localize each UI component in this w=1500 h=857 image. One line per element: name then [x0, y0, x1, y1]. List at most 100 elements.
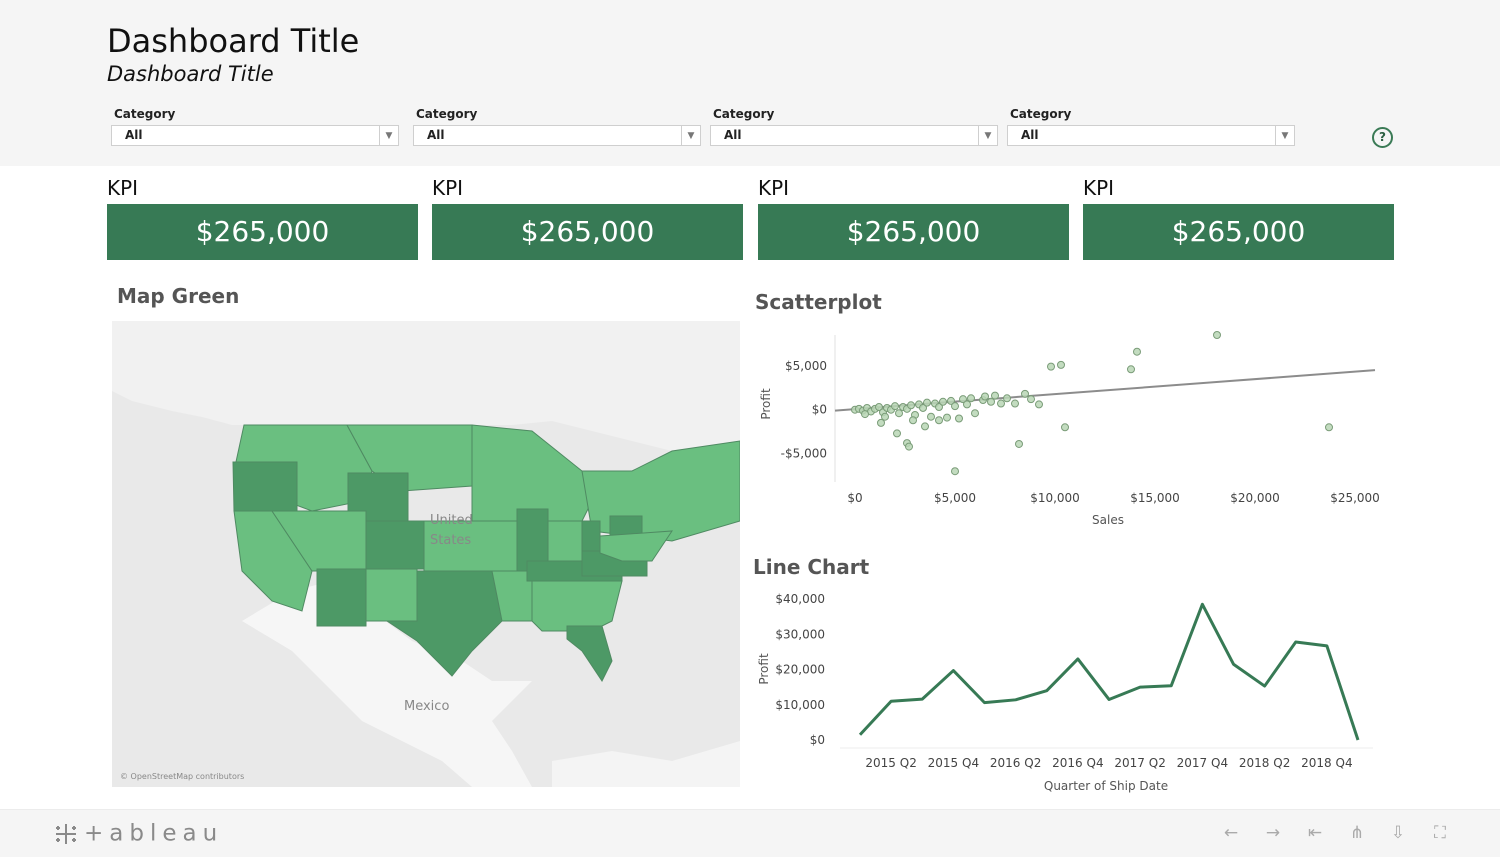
scatter-point[interactable]: [939, 397, 947, 406]
scatter-point[interactable]: [955, 414, 963, 423]
scatter-y-tick-label: $5,000: [785, 359, 827, 373]
scatter-point[interactable]: [907, 401, 915, 410]
scatter-point[interactable]: [877, 418, 885, 427]
help-icon[interactable]: ?: [1372, 127, 1393, 148]
scatter-point[interactable]: [947, 396, 955, 405]
scatter-point[interactable]: [981, 392, 989, 401]
chevron-down-icon[interactable]: ▼: [978, 126, 997, 145]
map-attribution: © OpenStreetMap contributors: [120, 772, 245, 781]
scatter-point[interactable]: [1011, 399, 1019, 408]
kpi-value: $265,000: [758, 204, 1069, 260]
scatter-point[interactable]: [927, 412, 935, 421]
filter-label: Category: [416, 107, 478, 121]
filter-value: All: [427, 128, 445, 142]
us-map[interactable]: United States Mexico © OpenStreetMap con…: [112, 321, 740, 787]
scatter-point[interactable]: [959, 395, 967, 404]
dashboard-title: Dashboard Title: [107, 22, 360, 60]
fullscreen-icon[interactable]: ⛶: [1434, 823, 1446, 843]
filter-2: Category All ▼: [413, 107, 701, 146]
canada-land: [112, 321, 740, 471]
scatter-point[interactable]: [1061, 423, 1069, 432]
country-label-mexico: Mexico: [404, 699, 450, 714]
chevron-down-icon[interactable]: ▼: [379, 126, 398, 145]
scatter-point[interactable]: [1133, 347, 1141, 356]
line-x-tick-label: 2017 Q2: [1114, 756, 1165, 770]
scatter-point[interactable]: [909, 416, 917, 425]
country-label-us-line1: United: [430, 513, 473, 528]
scatter-point[interactable]: [923, 398, 931, 407]
chevron-down-icon[interactable]: ▼: [681, 126, 700, 145]
tableau-footer: +ableau ← → ⇤ ⋔ ⇩ ⛶: [0, 809, 1500, 857]
scatter-point[interactable]: [1027, 395, 1035, 404]
scatter-point[interactable]: [1035, 400, 1043, 409]
scatter-point[interactable]: [951, 402, 959, 411]
filter-dropdown[interactable]: All ▼: [413, 125, 701, 146]
filter-dropdown[interactable]: All ▼: [710, 125, 998, 146]
tableau-mark-icon: [56, 824, 76, 844]
chevron-down-icon[interactable]: ▼: [1275, 126, 1294, 145]
download-icon[interactable]: ⇩: [1390, 823, 1406, 843]
line-x-tick-label: 2015 Q4: [928, 756, 979, 770]
scatter-point[interactable]: [919, 403, 927, 412]
scatter-point[interactable]: [1057, 360, 1065, 369]
scatter-y-tick-label: -$5,000: [781, 447, 827, 461]
kpi-label: KPI: [758, 176, 790, 200]
scatter-point[interactable]: [893, 429, 901, 438]
share-icon[interactable]: ⋔: [1349, 823, 1365, 843]
state-indiana-kentucky: [547, 520, 583, 562]
back-arrow-icon[interactable]: ←: [1223, 823, 1239, 843]
scatter-point[interactable]: [951, 467, 959, 476]
scatter-point[interactable]: [935, 416, 943, 425]
scatter-point[interactable]: [881, 412, 889, 421]
scatter-point[interactable]: [1213, 331, 1221, 339]
filter-label: Category: [1010, 107, 1072, 121]
tableau-logo[interactable]: +ableau: [52, 820, 223, 848]
scatter-point[interactable]: [861, 410, 869, 419]
scatter-x-label: Sales: [1092, 513, 1124, 527]
filter-dropdown[interactable]: All ▼: [111, 125, 399, 146]
line-x-label: Quarter of Ship Date: [1044, 779, 1168, 793]
scatter-x-tick-label: $10,000: [1030, 491, 1080, 505]
scatter-point[interactable]: [991, 391, 999, 400]
scatter-point[interactable]: [963, 400, 971, 409]
scatter-point[interactable]: [895, 409, 903, 418]
scatter-point[interactable]: [987, 397, 995, 406]
tableau-logo-text: +ableau: [84, 820, 224, 847]
state-new-mexico: [365, 568, 418, 622]
scatter-y-tick-label: $0: [812, 403, 827, 417]
scatterplot[interactable]: $5,000 $0 -$5,000 $0 $5,000 $10,000 $15,000 $2…: [750, 320, 1400, 535]
filter-label: Category: [713, 107, 775, 121]
kpi-card-3: KPI $265,000: [758, 176, 1069, 260]
scatter-point[interactable]: [997, 399, 1005, 408]
kpi-label: KPI: [107, 176, 139, 200]
scatter-point[interactable]: [875, 403, 883, 412]
forward-arrow-icon[interactable]: →: [1265, 823, 1281, 843]
scatter-point[interactable]: [935, 403, 943, 412]
scatter-point[interactable]: [1325, 423, 1333, 432]
scatter-point[interactable]: [921, 422, 929, 431]
state-virginia: [599, 530, 673, 562]
state-colorado: [365, 520, 425, 570]
scatter-point[interactable]: [967, 394, 975, 403]
scatter-point[interactable]: [905, 442, 913, 451]
line-series-profit: [858, 602, 1360, 741]
scatter-point[interactable]: [1047, 362, 1055, 371]
scatter-points: [851, 331, 1333, 476]
caribbean-land: [552, 741, 740, 787]
line-chart[interactable]: $40,000$30,000$20,000$10,000$0 2015 Q2 20…: [750, 585, 1400, 800]
scatter-point[interactable]: [1015, 439, 1023, 448]
scatter-point[interactable]: [971, 409, 979, 418]
scatter-point[interactable]: [891, 402, 899, 411]
scatter-point[interactable]: [943, 413, 951, 422]
scatter-y-label: Profit: [759, 388, 773, 420]
map-title: Map Green: [117, 284, 240, 308]
scatter-point[interactable]: [1127, 365, 1135, 374]
scatter-x-tick-label: $0: [847, 491, 862, 505]
reset-icon[interactable]: ⇤: [1307, 823, 1323, 843]
filter-value: All: [1021, 128, 1039, 142]
filter-dropdown[interactable]: All ▼: [1007, 125, 1295, 146]
filter-3: Category All ▼: [710, 107, 998, 146]
scatter-point[interactable]: [1021, 389, 1029, 398]
scatter-point[interactable]: [1003, 394, 1011, 403]
line-y-tick-label: $30,000: [775, 627, 825, 641]
